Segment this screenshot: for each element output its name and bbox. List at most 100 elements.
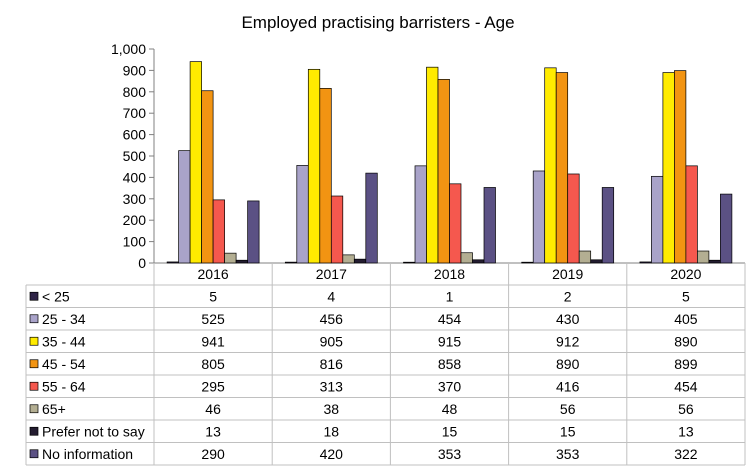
data-label: 353 bbox=[438, 446, 462, 462]
data-label: 420 bbox=[320, 446, 344, 462]
bar bbox=[166, 261, 179, 264]
data-label: 456 bbox=[320, 311, 344, 327]
legend-key bbox=[29, 404, 39, 414]
data-label: 48 bbox=[442, 401, 458, 417]
y-tick-label: 500 bbox=[123, 148, 147, 164]
legend-key bbox=[29, 359, 39, 369]
data-label: 816 bbox=[320, 356, 344, 372]
y-tick-label: 1,000 bbox=[111, 41, 146, 57]
legend-label: Prefer not to say bbox=[42, 423, 145, 439]
data-label: 13 bbox=[678, 423, 694, 439]
bars bbox=[166, 61, 733, 264]
bar bbox=[708, 259, 721, 264]
data-label: 416 bbox=[556, 378, 580, 394]
bar bbox=[212, 199, 225, 264]
data-label: 56 bbox=[560, 401, 576, 417]
data-label: 5 bbox=[682, 288, 690, 304]
bar bbox=[178, 150, 191, 264]
bar bbox=[651, 175, 664, 264]
data-label: 912 bbox=[556, 333, 580, 349]
data-label: 899 bbox=[674, 356, 698, 372]
bar bbox=[189, 61, 202, 264]
data-label: 941 bbox=[201, 333, 225, 349]
bar bbox=[578, 250, 592, 264]
data-label: 858 bbox=[438, 356, 462, 372]
data-label: 405 bbox=[674, 311, 698, 327]
x-tick-label: 2019 bbox=[552, 266, 583, 282]
data-label: 15 bbox=[560, 423, 576, 439]
y-tick-label: 400 bbox=[123, 169, 147, 185]
data-label: 5 bbox=[209, 288, 217, 304]
bar bbox=[521, 261, 534, 264]
bar bbox=[532, 170, 546, 264]
chart-title: Employed practising barristers - Age bbox=[241, 13, 514, 32]
legend-key bbox=[29, 426, 39, 436]
bar bbox=[365, 172, 378, 264]
y-tick-label: 100 bbox=[123, 234, 147, 250]
bar bbox=[449, 183, 462, 264]
data-label: 2 bbox=[564, 288, 572, 304]
legend-label: 25 - 34 bbox=[42, 311, 86, 327]
x-tick-label: 2017 bbox=[316, 266, 347, 282]
legend-label: 55 - 64 bbox=[42, 378, 86, 394]
data-label: 905 bbox=[320, 333, 344, 349]
bar bbox=[674, 70, 687, 264]
bar bbox=[342, 254, 355, 264]
bar bbox=[460, 252, 473, 264]
bar bbox=[697, 250, 710, 264]
y-tick-label: 900 bbox=[123, 62, 147, 78]
bar bbox=[353, 258, 367, 264]
legend-key bbox=[29, 291, 39, 301]
data-label: 15 bbox=[442, 423, 458, 439]
data-label: 4 bbox=[327, 288, 335, 304]
bar bbox=[224, 252, 237, 264]
bar bbox=[567, 173, 580, 264]
data-label: 56 bbox=[678, 401, 694, 417]
data-label: 1 bbox=[446, 288, 454, 304]
legend-key bbox=[29, 381, 39, 391]
bar bbox=[601, 187, 615, 264]
bar bbox=[247, 200, 260, 264]
data-label: 13 bbox=[205, 423, 221, 439]
x-tick-label: 2020 bbox=[670, 266, 701, 282]
bar bbox=[590, 259, 603, 264]
legend-key bbox=[29, 336, 39, 346]
bar bbox=[544, 67, 557, 264]
data-label: 890 bbox=[674, 333, 698, 349]
data-label: 525 bbox=[201, 311, 225, 327]
data-label: 353 bbox=[556, 446, 580, 462]
y-tick-label: 300 bbox=[123, 191, 147, 207]
data-label: 295 bbox=[201, 378, 225, 394]
bar bbox=[319, 88, 332, 264]
data-label: 454 bbox=[438, 311, 462, 327]
bar bbox=[284, 261, 298, 264]
data-label: 430 bbox=[556, 311, 580, 327]
legend-label: < 25 bbox=[42, 288, 70, 304]
bar bbox=[296, 165, 309, 264]
data-label: 322 bbox=[674, 446, 698, 462]
bar bbox=[426, 66, 439, 264]
bar bbox=[720, 193, 733, 264]
data-label: 370 bbox=[438, 378, 462, 394]
legend-label: 35 - 44 bbox=[42, 333, 86, 349]
y-tick-label: 800 bbox=[123, 84, 147, 100]
bar bbox=[685, 165, 698, 264]
data-label: 38 bbox=[324, 401, 340, 417]
bar bbox=[307, 68, 321, 264]
data-label: 890 bbox=[556, 356, 580, 372]
x-tick-label: 2018 bbox=[434, 266, 465, 282]
bar bbox=[414, 165, 427, 264]
x-tick-label: 2016 bbox=[198, 266, 229, 282]
data-label: 290 bbox=[201, 446, 225, 462]
legend-label: 45 - 54 bbox=[42, 356, 86, 372]
data-label: 805 bbox=[201, 356, 225, 372]
bar bbox=[235, 259, 248, 264]
y-tick-label: 0 bbox=[138, 255, 146, 271]
data-label: 18 bbox=[324, 423, 340, 439]
data-label: 46 bbox=[205, 401, 221, 417]
bar bbox=[403, 261, 416, 264]
data-table: 2016 2017 2018 2019 2020 < 25 5 4 1 2 5 25 - 34 525 4… bbox=[25, 263, 746, 466]
bar bbox=[201, 90, 214, 264]
data-label: 313 bbox=[320, 378, 344, 394]
